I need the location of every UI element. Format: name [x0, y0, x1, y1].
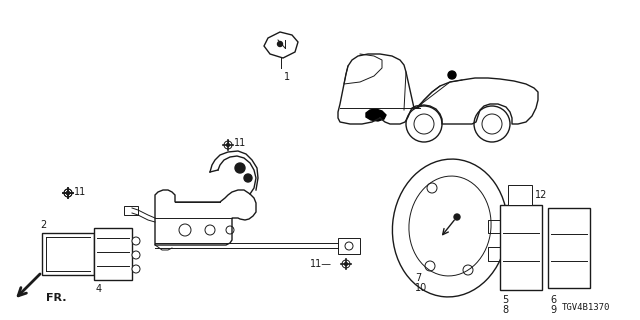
Text: 8: 8 — [502, 305, 508, 315]
Circle shape — [132, 265, 140, 273]
Text: 6: 6 — [550, 295, 556, 305]
Text: 2: 2 — [40, 220, 46, 230]
Circle shape — [132, 251, 140, 259]
Circle shape — [454, 214, 460, 220]
Circle shape — [67, 191, 70, 195]
Bar — [42, 233, 94, 275]
Circle shape — [344, 262, 348, 266]
Bar — [500, 205, 542, 290]
Text: 1: 1 — [284, 72, 290, 82]
Text: FR.: FR. — [46, 293, 67, 303]
Text: 11—: 11— — [310, 259, 332, 269]
Circle shape — [227, 143, 230, 147]
Text: 11: 11 — [234, 138, 246, 148]
Circle shape — [345, 242, 353, 250]
Bar — [338, 238, 360, 254]
Bar — [508, 185, 532, 205]
Circle shape — [235, 163, 245, 173]
Circle shape — [448, 71, 456, 79]
Text: 7: 7 — [415, 273, 421, 283]
Circle shape — [244, 174, 252, 182]
Polygon shape — [366, 109, 386, 121]
Bar — [124, 206, 138, 215]
Text: 5: 5 — [502, 295, 508, 305]
Bar — [548, 208, 590, 288]
Text: 12: 12 — [535, 190, 547, 200]
Text: 9: 9 — [550, 305, 556, 315]
Circle shape — [278, 42, 282, 46]
Bar — [94, 228, 132, 280]
Text: 11: 11 — [74, 187, 86, 197]
Text: 10: 10 — [415, 283, 428, 293]
Text: TGV4B1370: TGV4B1370 — [562, 303, 610, 312]
Circle shape — [67, 191, 70, 195]
Circle shape — [132, 237, 140, 245]
Text: 4: 4 — [96, 284, 102, 294]
